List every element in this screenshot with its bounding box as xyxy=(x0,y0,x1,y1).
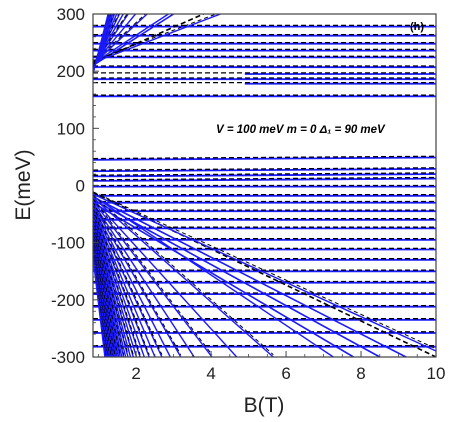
fan-dash-12 xyxy=(93,212,141,355)
dashed-band-edge-1 xyxy=(93,14,204,64)
x-tick-label-3: 8 xyxy=(356,364,365,383)
fan-line-8 xyxy=(93,207,163,357)
plot-area xyxy=(92,13,437,358)
x-tick-label-2: 6 xyxy=(281,364,290,383)
solid-level-10 xyxy=(93,156,436,161)
series-layer xyxy=(93,14,436,357)
fan-line-2 xyxy=(93,196,274,357)
fan-line-14 xyxy=(93,217,134,357)
fan-line-9 xyxy=(93,209,156,357)
fan-line-6 xyxy=(93,204,182,357)
solid-band-edge-2 xyxy=(93,202,354,357)
y-tick-label-4: 100 xyxy=(57,119,85,138)
dashed-level-10 xyxy=(93,155,436,160)
fan-line-1 xyxy=(93,195,334,357)
up-fan-line-1 xyxy=(93,14,169,64)
y-tick-label-5: 200 xyxy=(57,62,85,81)
up-fan-line-2 xyxy=(93,14,148,65)
up-fan-line-0 xyxy=(93,14,221,64)
fan-line-3 xyxy=(93,198,238,357)
y-tick-label-3: 0 xyxy=(76,177,85,196)
solid-band-edge-1 xyxy=(93,199,381,357)
fan-dash-10 xyxy=(93,208,150,355)
x-tick-label-1: 4 xyxy=(206,364,215,383)
fan-line-4 xyxy=(93,200,213,357)
fan-dash-2 xyxy=(93,194,274,356)
panel-label: (h) xyxy=(410,21,424,33)
solid-level-13 xyxy=(93,177,436,182)
fan-line-10 xyxy=(93,210,150,357)
x-tick-label-0: 2 xyxy=(131,364,140,383)
fan-line-37 xyxy=(93,257,106,357)
y-tick-label-6: 300 xyxy=(57,5,85,24)
fan-line-11 xyxy=(93,212,145,357)
y-tick-label-0: -300 xyxy=(51,348,85,367)
solid-level-11 xyxy=(93,168,436,173)
ticks-layer: 2 4 6 8 10 -300 -200 -100 0 100 200 300 xyxy=(51,5,445,383)
fan-dash-16 xyxy=(93,219,129,355)
parameter-annotation: V = 100 meV m = 0 Δ₁ = 90 meV xyxy=(216,124,386,136)
fan-dash-6 xyxy=(93,201,182,355)
fan-line-0 xyxy=(93,193,436,352)
up-fan-dash-0 xyxy=(93,14,218,62)
fan-dash-8 xyxy=(93,205,163,355)
dashed-level-13 xyxy=(93,176,436,181)
fan-line-12 xyxy=(93,214,141,357)
dashed-level-11 xyxy=(93,167,436,171)
fan-dash-14 xyxy=(93,215,134,355)
y-tick-label-1: -200 xyxy=(51,291,85,310)
x-axis-label: B(T) xyxy=(244,394,285,417)
up-fan-dash-2 xyxy=(93,14,147,63)
x-tick-label-4: 10 xyxy=(427,364,446,383)
fan-dash-4 xyxy=(93,198,213,356)
dashed-level-12 xyxy=(93,172,436,176)
y-tick-label-2: -100 xyxy=(51,234,85,253)
fan-dash-30 xyxy=(93,243,110,355)
fan-dash-22 xyxy=(93,229,118,355)
solid-level-12 xyxy=(93,173,436,178)
fan-dash-20 xyxy=(93,225,121,355)
conduction-fan xyxy=(93,14,221,74)
solid-band-edge-0 xyxy=(93,196,407,357)
y-axis-label: E(meV) xyxy=(12,149,35,220)
valence-fan xyxy=(93,191,436,357)
fan-dash-18 xyxy=(93,222,125,355)
fan-line-16 xyxy=(93,221,129,357)
fan-line-7 xyxy=(93,205,171,357)
fan-dash-28 xyxy=(93,239,112,355)
fan-dash-26 xyxy=(93,236,114,355)
fan-line-13 xyxy=(93,216,138,357)
up-fan-line-13 xyxy=(93,14,109,74)
fan-line-5 xyxy=(93,202,195,357)
